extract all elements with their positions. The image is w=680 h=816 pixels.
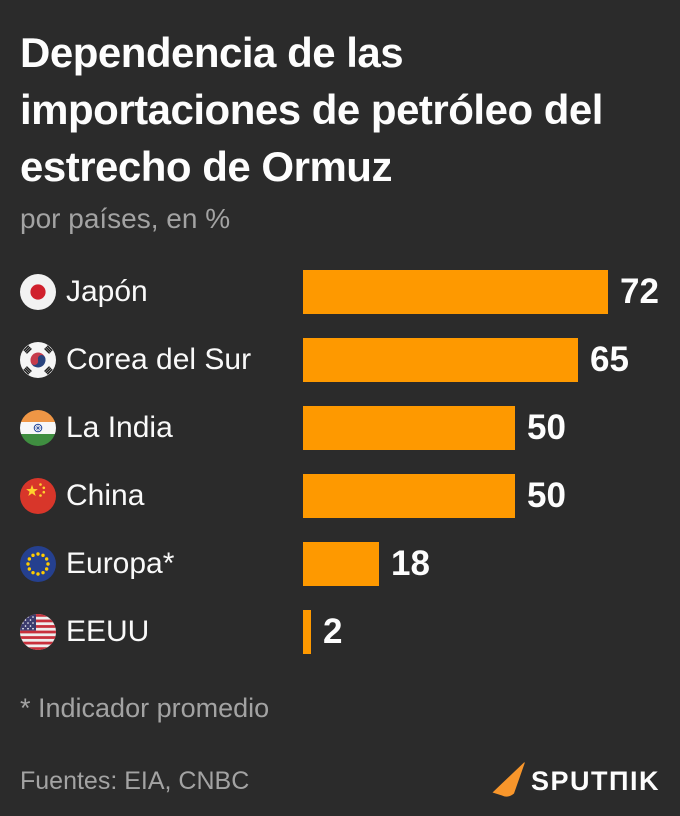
country-label: EEUU — [66, 615, 150, 648]
bar-value: 18 — [391, 544, 430, 583]
label-cell: Europa* — [20, 546, 303, 582]
bar-value: 50 — [527, 476, 566, 515]
sources-label: Fuentes: EIA, CNBC — [20, 767, 250, 795]
chart-row-india: La India 50 — [20, 406, 660, 450]
chart-row-south-korea: Corea del Sur 65 — [20, 338, 660, 382]
bar-south-korea — [303, 338, 578, 382]
country-label: Japón — [66, 275, 148, 308]
country-label: La India — [66, 411, 173, 444]
bar-europe — [303, 542, 379, 586]
sputnik-logo-icon — [490, 760, 526, 803]
china-flag-icon — [20, 478, 56, 514]
label-cell: EEUU — [20, 614, 303, 650]
chart-row-europe: Europa* 18 — [20, 542, 660, 586]
bar-chart: Japón 72 — [20, 270, 660, 654]
usa-flag-icon — [20, 614, 56, 650]
chart-row-china: China 50 — [20, 474, 660, 518]
bar-china — [303, 474, 515, 518]
bar-value: 2 — [323, 612, 343, 651]
chart-subtitle: por países, en % — [20, 203, 231, 234]
japan-flag-icon — [20, 274, 56, 310]
footnote: * Indicador promedio — [20, 693, 270, 723]
sputnik-logo: SPUTΠIK — [490, 760, 660, 803]
label-cell: La India — [20, 410, 303, 446]
chart-row-usa: EEUU 2 — [20, 610, 660, 654]
country-label: Europa* — [66, 547, 175, 580]
india-flag-icon — [20, 410, 56, 446]
sputnik-logo-text: SPUTΠIK — [530, 766, 660, 796]
bar-value: 72 — [620, 272, 659, 311]
bar-value: 65 — [590, 340, 629, 379]
bar-japan — [303, 270, 608, 314]
bar-usa — [303, 610, 311, 654]
label-cell: Japón — [20, 274, 303, 310]
country-label: Corea del Sur — [66, 343, 252, 376]
label-cell: Corea del Sur — [20, 342, 303, 378]
bar-value: 50 — [527, 408, 566, 447]
south-korea-flag-icon — [20, 342, 56, 378]
country-label: China — [66, 479, 145, 512]
european-union-flag-icon — [20, 546, 56, 582]
page-title: Dependencia de las importaciones de petr… — [20, 29, 603, 190]
chart-row-japan: Japón 72 — [20, 270, 660, 314]
label-cell: China — [20, 478, 303, 514]
bar-india — [303, 406, 515, 450]
footer: Fuentes: EIA, CNBC SPUTΠIK — [20, 760, 660, 803]
